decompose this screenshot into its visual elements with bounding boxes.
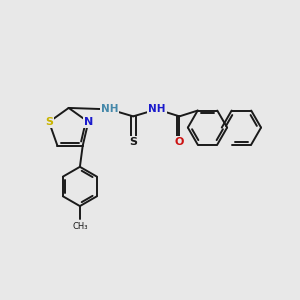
Text: O: O [175, 136, 184, 147]
Text: N: N [84, 117, 93, 127]
Text: S: S [129, 136, 137, 147]
Text: S: S [45, 117, 53, 127]
Text: CH₃: CH₃ [72, 222, 88, 231]
Text: NH: NH [100, 104, 118, 114]
Text: NH: NH [148, 104, 166, 114]
